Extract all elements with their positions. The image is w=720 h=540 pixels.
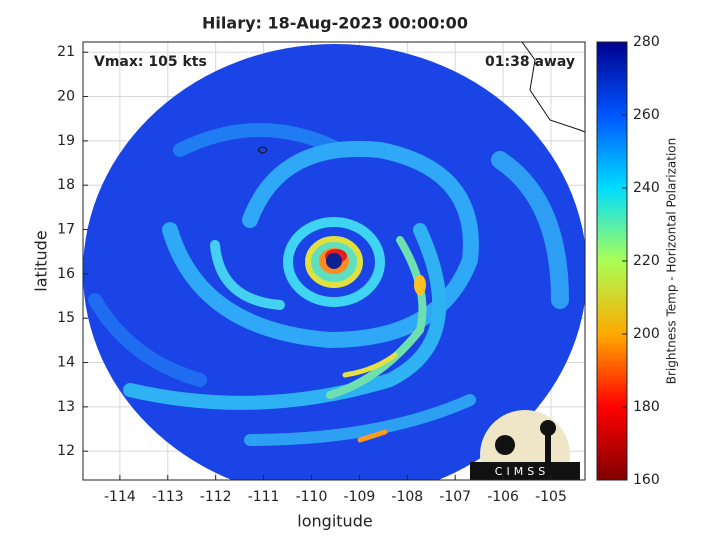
colorbar-tick-label: 260 — [633, 107, 660, 123]
x-tick-label: -111 — [248, 489, 280, 505]
y-tick-label: 18 — [57, 177, 75, 193]
x-tick-label: -109 — [343, 489, 375, 505]
y-tick-label: 21 — [57, 44, 75, 60]
y-tick-label: 13 — [57, 399, 75, 415]
y-tick-label: 16 — [57, 266, 75, 282]
y-tick-label: 20 — [57, 89, 75, 105]
annotation: 01:38 away — [485, 54, 575, 70]
x-tick-label: -114 — [104, 489, 136, 505]
y-tick-label: 17 — [57, 222, 75, 238]
x-tick-label: -105 — [535, 489, 567, 505]
x-tick-label: -107 — [439, 489, 471, 505]
plot-frame — [82, 41, 586, 481]
logo: CIMSS — [470, 410, 580, 480]
colorbar-tick-label: 180 — [633, 399, 660, 415]
x-tick-label: -112 — [200, 489, 232, 505]
x-tick-label: -106 — [487, 489, 519, 505]
logo-text: CIMSS — [495, 465, 549, 478]
brightness-image: CIMSS — [83, 42, 585, 480]
y-tick-label: 15 — [57, 310, 75, 326]
colorbar-tick-label: 280 — [633, 34, 660, 50]
colorbar-tick-label: 160 — [633, 472, 660, 488]
colorbar-tick-label: 200 — [633, 326, 660, 342]
x-tick-label: -110 — [296, 489, 328, 505]
y-tick-label: 19 — [57, 133, 75, 149]
colorbar-label: Brightness Temp - Horizontal Polarizatio… — [665, 138, 679, 385]
x-tick-label: -113 — [152, 489, 184, 505]
y-tick-label: 12 — [57, 443, 75, 459]
annotation: Vmax: 105 kts — [94, 54, 207, 70]
colorbar-tick-label: 220 — [633, 253, 660, 269]
colorbar-tick-label: 240 — [633, 180, 660, 196]
y-axis-label: latitude — [32, 230, 51, 291]
y-tick-label: 14 — [57, 355, 75, 371]
chart-title: Hilary: 18-Aug-2023 00:00:00 — [202, 14, 468, 33]
x-axis-label: longitude — [297, 512, 372, 531]
x-tick-label: -108 — [391, 489, 423, 505]
